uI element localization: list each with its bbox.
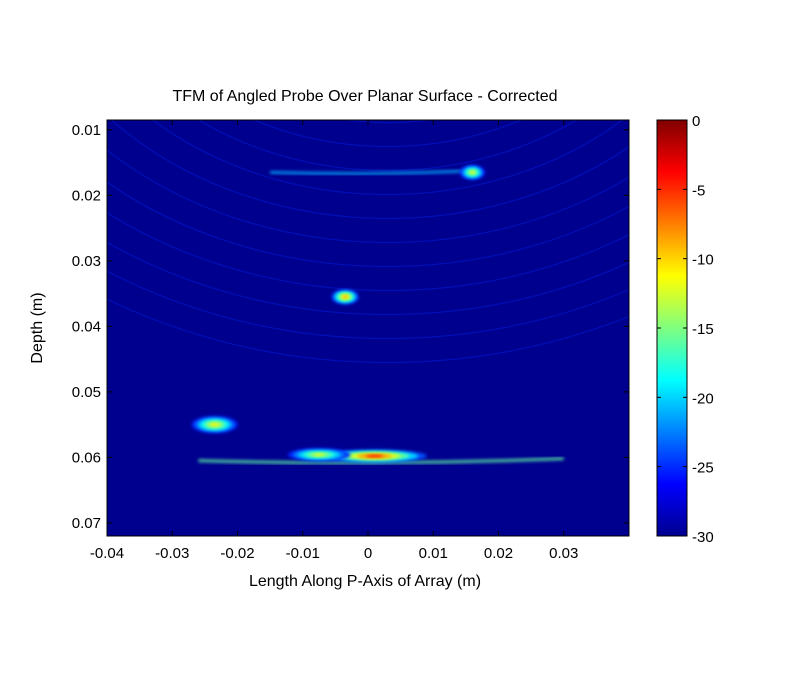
x-axis-label: Length Along P-Axis of Array (m): [249, 573, 481, 590]
colorbar-tick-label: -5: [692, 182, 705, 199]
x-tick-label: -0.04: [90, 545, 124, 562]
y-tick-label: 0.04: [72, 318, 101, 335]
colorbar-tick-label: -30: [692, 529, 714, 546]
feature-layer: [313, 453, 325, 456]
chart-title: TFM of Angled Probe Over Planar Surface …: [172, 88, 557, 105]
feature-layer: [365, 455, 384, 458]
y-tick-label: 0.06: [72, 449, 101, 466]
artifact-ring: [107, 181, 629, 268]
backwall-arc: [198, 457, 564, 465]
x-tick-label: 0.01: [419, 545, 448, 562]
x-tick-label: 0.02: [484, 545, 513, 562]
reflector-spot-upper-right: [459, 165, 485, 180]
y-tick-label: 0.05: [72, 384, 101, 401]
feature-layer: [210, 423, 219, 427]
artifact-ring: [197, 120, 578, 172]
colorbar: 0 -5 -10 -15 -20 -25 -30: [656, 113, 714, 546]
feature-layer: [342, 295, 348, 299]
colorbar-gradient: [656, 119, 688, 537]
x-axis-ticks: -0.04 -0.03 -0.02 -0.01 0 0.01 0.02 0.03: [90, 120, 578, 562]
upper-arc: [270, 168, 479, 176]
y-axis-ticks: 0.01 0.02 0.03 0.04 0.05 0.06 0.07: [72, 122, 629, 532]
colorbar-ticks: 0 -5 -10 -15 -20 -25 -30: [657, 113, 714, 546]
x-tick-label: -0.03: [155, 545, 189, 562]
colorbar-tick-label: -10: [692, 252, 714, 269]
artifact-ring: [107, 270, 629, 340]
y-tick-label: 0.07: [72, 515, 101, 532]
colorbar-tick-label: 0: [692, 113, 700, 130]
x-tick-label: 0: [364, 545, 372, 562]
y-tick-label: 0.01: [72, 122, 101, 139]
artifact-ring: [150, 0, 625, 99]
plot-area: [106, 0, 630, 537]
x-tick-label: 0.03: [549, 545, 578, 562]
artifact-ring: [343, 120, 433, 124]
colorbar-tick-label: -15: [692, 321, 714, 338]
x-tick-label: -0.01: [286, 545, 320, 562]
feature-layer: [470, 171, 475, 174]
artifact-ring: [179, 0, 597, 75]
artifact-ring: [110, 120, 629, 220]
artifact-ring: [151, 120, 624, 196]
backwall-peak-left: [287, 448, 351, 462]
artifact-ring: [107, 298, 629, 363]
y-tick-label: 0.02: [72, 187, 101, 204]
artifact-ring: [107, 149, 629, 244]
heatmap-layer: [107, 0, 629, 465]
artifact-ring: [252, 120, 523, 148]
reflector-spot-lower-left: [191, 416, 238, 434]
artifact-ring: [208, 0, 568, 51]
backwall-peak-center: [322, 449, 427, 463]
artifact-ring: [107, 241, 629, 316]
x-tick-label: -0.02: [220, 545, 254, 562]
artifact-ring: [107, 211, 629, 292]
y-tick-label: 0.03: [72, 253, 101, 270]
heatmap-background: [107, 120, 629, 536]
reflector-spot-middle: [331, 289, 359, 305]
colorbar-tick-label: -25: [692, 460, 714, 477]
colorbar-tick-label: -20: [692, 390, 714, 407]
y-axis-label: Depth (m): [29, 292, 46, 363]
